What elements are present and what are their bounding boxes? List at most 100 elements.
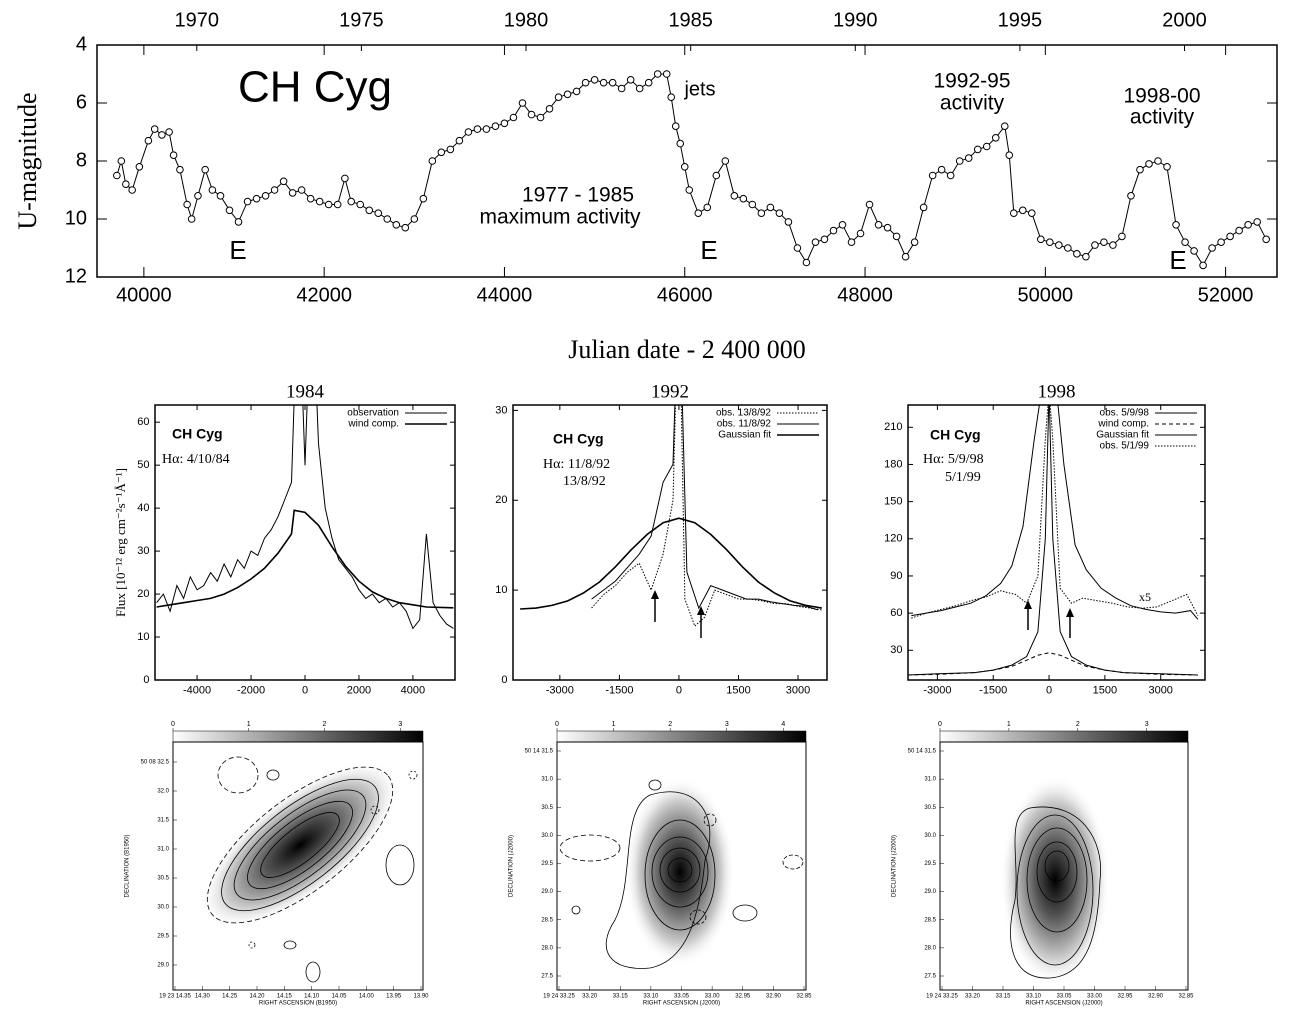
- x-tick-label: 32.85: [1178, 994, 1194, 1000]
- spectrum-line: [908, 652, 1198, 676]
- data-point: [419, 194, 428, 203]
- spectrum-line: [911, 405, 1199, 620]
- plot-area: [156, 405, 454, 630]
- data-point: [201, 165, 209, 174]
- data-point: [1262, 235, 1270, 244]
- y-tick-label: 6: [76, 91, 87, 113]
- data-point: [1028, 209, 1036, 217]
- y-tick-label: 40: [137, 502, 149, 514]
- data-point: [158, 131, 166, 139]
- y-tick-label: 20: [137, 588, 149, 600]
- x2-tick-label: 1975: [339, 9, 384, 31]
- data-point: [150, 125, 159, 133]
- colorbar: [939, 730, 1189, 743]
- colorbar: [172, 730, 424, 743]
- y-tick-label: 27.5: [924, 974, 936, 980]
- y-tick-label: 28.5: [541, 917, 553, 923]
- arrow-head: [651, 590, 659, 599]
- data-point: [117, 157, 126, 165]
- colorbar-tick-label: 2: [668, 721, 672, 728]
- panel-title: 1998: [1038, 381, 1076, 402]
- x-tick-label: 1500: [1093, 684, 1117, 696]
- y-tick-label: 10: [65, 207, 87, 229]
- x-tick-label: 33.10: [1026, 994, 1042, 1000]
- y-tick-label: 90: [890, 570, 902, 582]
- data-point: [712, 171, 721, 180]
- y-tick-label: 50 08 32.5: [141, 760, 170, 766]
- data-point: [554, 93, 563, 101]
- spectrum-line: [591, 405, 819, 611]
- x-tick-label: 2000: [347, 684, 371, 696]
- data-point: [392, 221, 401, 229]
- x-tick-label: -2000: [237, 684, 265, 696]
- data-point: [500, 119, 509, 128]
- data-point: [919, 203, 928, 212]
- data-point: [288, 189, 297, 197]
- data-point: [347, 197, 356, 206]
- y-tick-label: 150: [884, 496, 902, 508]
- data-point: [1145, 160, 1153, 168]
- data-point: [464, 128, 473, 136]
- data-point: [946, 171, 955, 180]
- data-point: [270, 186, 279, 194]
- data-point: [1235, 226, 1243, 235]
- y-tick-label: 31.5: [157, 818, 169, 824]
- x-tick-label: 14.15: [277, 994, 293, 1000]
- x-tick-label: 19 23 14.35: [159, 994, 191, 1000]
- data-point: [341, 174, 349, 183]
- legend-label: Gaussian fit: [1096, 430, 1149, 441]
- data-point: [820, 235, 829, 244]
- annotation: CH Cyg: [930, 427, 981, 443]
- x-tick-label: 19 24 33.25: [543, 994, 575, 1000]
- radio-map-1: [200, 756, 418, 983]
- data-point: [937, 165, 946, 174]
- plot-area: [520, 405, 822, 627]
- y-axis-label: U-magnitude: [13, 92, 42, 229]
- y-tick-label: 210: [884, 421, 902, 433]
- data-point: [1109, 241, 1117, 249]
- y-tick-label: 29.0: [924, 889, 936, 895]
- data-point: [536, 113, 545, 122]
- x-tick-label: 3000: [786, 684, 810, 696]
- y-tick-label: 10: [495, 584, 507, 596]
- x-axis-label: RIGHT ASCENSION (J2000): [1025, 1001, 1102, 1007]
- data-point: [437, 148, 446, 157]
- data-point: [703, 203, 712, 212]
- x-tick-label: 0: [1046, 684, 1052, 696]
- y-tick-label: 50 14 31.5: [908, 749, 937, 755]
- x-tick-label: 33.00: [1087, 994, 1103, 1000]
- colorbar-tick-label: 1: [247, 721, 251, 728]
- data-point: [365, 206, 374, 215]
- x-tick-label: 33.20: [965, 994, 981, 1000]
- data-point: [847, 238, 856, 246]
- x2-tick-label: 1970: [175, 9, 220, 31]
- data-point: [176, 165, 184, 174]
- plot-frame: [154, 404, 456, 681]
- x-axis-label: Julian date - 2 400 000: [568, 335, 806, 364]
- plot-frame: [512, 404, 828, 681]
- x-tick-label: 33.05: [674, 994, 690, 1000]
- data-point: [581, 78, 590, 87]
- legend-label: obs. 5/1/99: [1100, 441, 1150, 452]
- data-point: [1136, 165, 1144, 174]
- annotation: 5/1/99: [945, 470, 981, 485]
- data-point: [545, 105, 554, 113]
- data-point: [680, 163, 689, 171]
- data-point: [446, 145, 455, 154]
- data-point: [730, 192, 739, 200]
- y-tick-label: 30: [495, 404, 507, 416]
- data-point: [784, 218, 793, 226]
- panel-title: 1992: [651, 381, 689, 402]
- data-point: [865, 200, 874, 209]
- colorbar-tick-label: 0: [555, 721, 559, 728]
- data-point: [261, 192, 270, 200]
- x-tick-label: 44000: [477, 284, 533, 306]
- x-tick-label: 33.05: [1056, 994, 1072, 1000]
- y-tick-label: 60: [137, 416, 149, 428]
- data-point: [617, 84, 626, 93]
- x2-tick-label: 1990: [833, 9, 878, 31]
- data-point: [383, 215, 392, 223]
- y-tick-label: 0: [143, 674, 149, 686]
- colorbar-tick-label: 1: [612, 721, 616, 728]
- data-point: [187, 215, 196, 223]
